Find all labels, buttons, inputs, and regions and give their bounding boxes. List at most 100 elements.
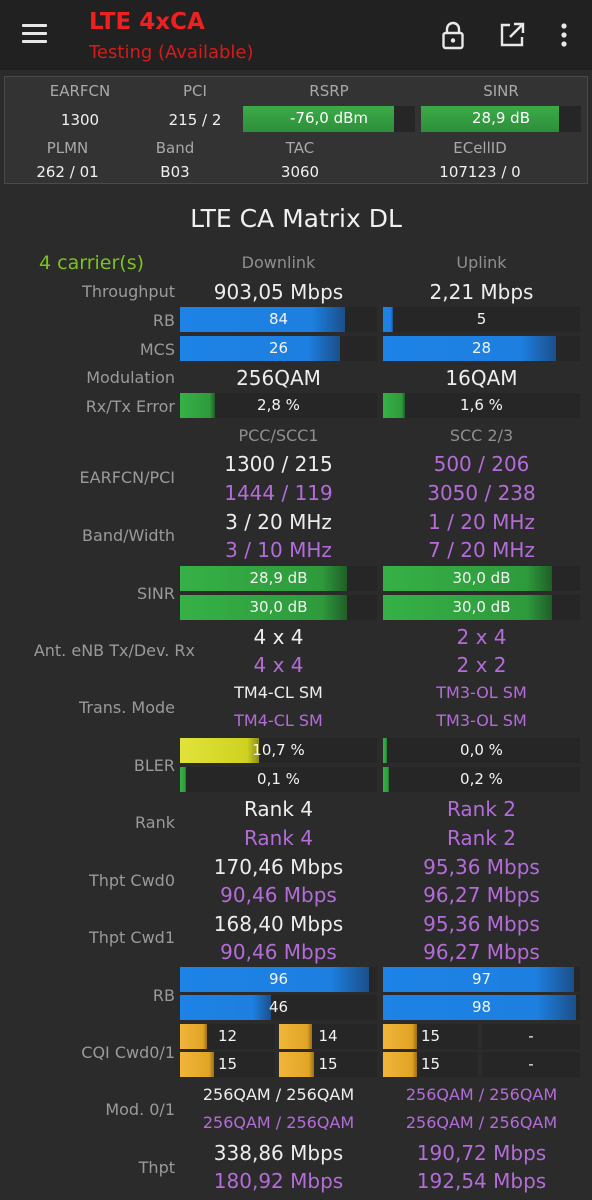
cwd1-scc2: 95,36 Mbps <box>423 912 540 936</box>
cqi-pcc-cw1-bar: 14 <box>279 1024 377 1049</box>
rb-dl-bar: 84 <box>180 307 377 332</box>
plmn-label: PLMN <box>46 139 89 157</box>
rxtx-error-label: Rx/Tx Error <box>85 397 175 416</box>
rank-scc1: Rank 4 <box>243 826 314 850</box>
mcs-label: MCS <box>139 340 175 359</box>
rank-scc3: Rank 2 <box>446 826 517 850</box>
mod01-label: Mod. 0/1 <box>105 1100 175 1119</box>
tm-pcc: TM4-CL SM <box>234 683 323 702</box>
rb-ul-value: 5 <box>476 310 487 328</box>
cwd1-scc1: 90,46 Mbps <box>220 940 337 964</box>
sinr-bar: 28,9 dB <box>421 106 581 132</box>
cqi-scc1-cw0-bar: 15 <box>180 1052 275 1077</box>
antenna-label: Ant. eNB Tx/Dev. Rx <box>33 641 195 660</box>
tac-label: TAC <box>285 139 315 157</box>
mod01-scc1: 256QAM / 256QAM <box>202 1113 355 1132</box>
cqi-scc3-cw0: 15 <box>420 1055 441 1073</box>
thpt-cwd1-label: Thpt Cwd1 <box>88 928 175 947</box>
earfcn-value: 1300 <box>60 111 100 129</box>
cqi-scc1-cw0: 15 <box>217 1055 238 1073</box>
cqi-scc2-cw1-bar: - <box>482 1024 580 1049</box>
mcs-ul-value: 28 <box>471 339 492 357</box>
cqi-label: CQI Cwd0/1 <box>81 1043 175 1062</box>
rsrp-value: -76,0 dBm <box>289 109 368 127</box>
band-value: B03 <box>160 163 190 181</box>
cqi-scc3-cw0-bar: 15 <box>383 1052 478 1077</box>
throughput-label: Throughput <box>82 282 175 301</box>
sinr-pcc-bar: 28,9 dB <box>180 566 377 591</box>
carrier-count: 4 carrier(s) <box>39 252 145 274</box>
rb-scc3-bar: 98 <box>383 995 580 1020</box>
thpt-cwd0-label: Thpt Cwd0 <box>88 871 175 890</box>
mcs-dl-value: 26 <box>268 339 289 357</box>
rank-scc2: Rank 2 <box>446 797 517 821</box>
pci-value: 215 / 2 <box>168 111 222 129</box>
modulation-dl: 256QAM <box>236 366 321 390</box>
rank-label: Rank <box>135 813 175 832</box>
tm-scc1: TM4-CL SM <box>234 711 323 730</box>
sinr-pcc-value: 28,9 dB <box>249 569 308 587</box>
rx-error-value: 2,8 % <box>257 396 300 414</box>
bler-label: BLER <box>133 756 175 775</box>
thpt-scc3: 192,54 Mbps <box>416 1169 547 1193</box>
rsrp-label: RSRP <box>309 82 349 100</box>
tac-value: 3060 <box>280 163 320 181</box>
thpt-label: Thpt <box>138 1158 175 1177</box>
sinr-value: 28,9 dB <box>472 109 530 127</box>
thpt-scc2: 190,72 Mbps <box>416 1141 547 1165</box>
thpt-scc1: 180,92 Mbps <box>213 1169 344 1193</box>
ant-scc1: 4 x 4 <box>253 653 304 677</box>
rb-label: RB <box>152 311 175 330</box>
tx-error-bar: 1,6 % <box>383 393 580 418</box>
serving-cell-panel: EARFCN PCI RSRP SINR 1300 215 / 2 -76,0 … <box>4 76 588 184</box>
cqi-scc1-cw1: 15 <box>318 1055 338 1073</box>
rb-scc1-value: 46 <box>268 998 289 1016</box>
rank-pcc: Rank 4 <box>243 797 314 821</box>
cwd0-scc2: 95,36 Mbps <box>423 855 540 879</box>
pci-label: PCI <box>183 82 207 100</box>
cwd0-scc1: 90,46 Mbps <box>220 883 337 907</box>
open-external-icon[interactable] <box>497 20 527 50</box>
band-width-scc3: 7 / 20 MHz <box>428 538 535 562</box>
rx-error-bar: 2,8 % <box>180 393 377 418</box>
earfcn-label: EARFCN <box>49 82 111 100</box>
sinr-scc1-value: 30,0 dB <box>249 598 308 616</box>
bler-scc1-value: 0,1 % <box>257 770 300 788</box>
throughput-ul: 2,21 Mbps <box>429 280 534 304</box>
tm-scc3: TM3-OL SM <box>436 711 527 730</box>
lock-icon[interactable] <box>438 20 468 50</box>
rb-pcc-bar: 96 <box>180 967 377 992</box>
ecellid-label: ECellID <box>453 139 507 157</box>
cqi-scc2-cw1: - <box>528 1027 534 1045</box>
sinr-label: SINR <box>483 82 519 100</box>
ecellid-value: 107123 / 0 <box>439 163 521 181</box>
sinr-scc2-bar: 30,0 dB <box>383 566 580 591</box>
rb-dl-value: 84 <box>268 310 289 328</box>
sinr-row-label: SINR <box>137 584 175 603</box>
cqi-scc3-cw1: - <box>528 1055 534 1073</box>
rsrp-bar: -76,0 dBm <box>243 106 415 132</box>
mcs-ul-bar: 28 <box>383 336 580 361</box>
cqi-pcc-cw0: 12 <box>217 1027 238 1045</box>
bler-scc1-bar: 0,1 % <box>180 767 377 792</box>
cqi-pcc-cw1: 14 <box>318 1027 338 1045</box>
menu-icon[interactable] <box>22 24 47 44</box>
sinr-scc3-value: 30,0 dB <box>452 598 511 616</box>
downlink-header: Downlink <box>241 253 316 272</box>
band-width-pcc: 3 / 20 MHz <box>225 510 332 534</box>
earfcn-pci-pcc: 1300 / 215 <box>224 452 333 476</box>
cqi-scc3-cw1-bar: - <box>482 1052 580 1077</box>
sinr-scc1-bar: 30,0 dB <box>180 595 377 620</box>
uplink-header: Uplink <box>456 253 507 272</box>
earfcn-pci-scc3: 3050 / 238 <box>427 481 536 505</box>
matrix-title: LTE CA Matrix DL <box>190 204 402 233</box>
cwd1-pcc: 168,40 Mbps <box>213 912 344 936</box>
cwd1-scc3: 96,27 Mbps <box>423 940 540 964</box>
tx-error-value: 1,6 % <box>460 396 503 414</box>
earfcn-pci-scc1: 1444 / 119 <box>224 481 333 505</box>
app-bar: LTE 4xCA Testing (Available) <box>0 0 592 70</box>
more-vert-icon[interactable] <box>553 20 575 50</box>
modulation-label: Modulation <box>86 368 175 387</box>
modulation-ul: 16QAM <box>445 366 518 390</box>
cwd0-scc3: 96,27 Mbps <box>423 883 540 907</box>
